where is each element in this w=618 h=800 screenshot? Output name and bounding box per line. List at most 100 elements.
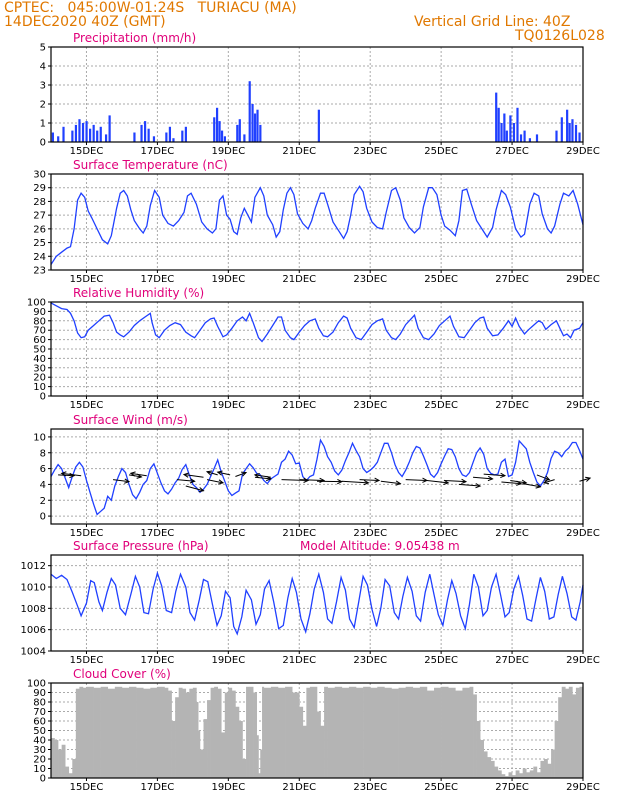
wind-arrow-head [374, 477, 381, 483]
cloud-area [72, 759, 77, 778]
precip-bar [251, 104, 254, 142]
wind-arrow-head [216, 470, 223, 476]
pressure-xtick-label: 29DEC [566, 655, 600, 666]
cloud-area [526, 772, 531, 778]
cloud-area [494, 766, 499, 778]
temp-series-line [50, 185, 584, 265]
precip-xtick-label: 21DEC [282, 146, 316, 157]
precip-bar [238, 119, 241, 142]
wind-arrow [281, 479, 309, 481]
cloud-area [341, 687, 350, 778]
cloud-area [384, 687, 392, 778]
precip-bar [215, 107, 219, 142]
precip-bar [578, 132, 581, 142]
wind-arrow [235, 472, 247, 477]
rh-xtick-label: 23DEC [353, 400, 387, 411]
temp-ytick-label: 23 [33, 266, 46, 277]
cloud-area [182, 688, 187, 778]
cloud-area [476, 721, 481, 778]
cloud-area [558, 697, 563, 778]
cloud-area [302, 725, 307, 778]
wind-arrow [217, 471, 231, 476]
precip-xtick-label: 25DEC [424, 146, 458, 157]
rh-ytick-label: 100 [27, 298, 46, 309]
cloud-area [348, 686, 357, 778]
wind-arrow [543, 479, 555, 484]
cloud-area [334, 686, 343, 778]
wind-ytick-label: 0 [40, 512, 46, 523]
wind-arrow-head [205, 470, 213, 476]
cloud-area [171, 721, 176, 778]
wind-arrow-head [544, 475, 551, 481]
cloud-area [221, 732, 226, 778]
temp-xtick-label: 27DEC [495, 274, 529, 285]
cloud-area [377, 686, 385, 778]
cloud-ytick-label: 60 [33, 717, 46, 728]
temp-xtick-label: 19DEC [211, 274, 245, 285]
precip-bar [168, 126, 172, 142]
rh-xtick-label: 19DEC [211, 400, 245, 411]
cloud-area [543, 759, 548, 778]
precip-bar [140, 124, 143, 142]
cloud-area [391, 688, 399, 778]
pressure-xtick-label: 27DEC [495, 655, 529, 666]
cloud-area [224, 692, 229, 778]
cloud-area [93, 687, 101, 778]
cloud-area [572, 694, 577, 778]
precip-bar [523, 130, 526, 142]
cloud-area [168, 690, 172, 778]
cloud-area [501, 774, 506, 778]
wind-xtick-label: 25DEC [424, 528, 458, 539]
precip-bar [509, 115, 512, 142]
date-header: 14DEC2020 40Z (GMT) [4, 14, 166, 30]
wind-arrow-head [189, 478, 196, 484]
cloud-area [203, 719, 208, 778]
cloud-area [515, 770, 520, 778]
cloud-area [285, 686, 293, 778]
cloud-area [192, 687, 197, 778]
rh-ytick-label: 80 [33, 316, 46, 327]
pressure-title: Surface Pressure (hPa) [73, 539, 209, 553]
precip-xtick-label: 17DEC [141, 146, 175, 157]
precip-bar [143, 121, 147, 142]
temp-ytick-label: 24 [33, 252, 46, 263]
cloud-area [469, 686, 474, 778]
cloud-area [175, 697, 179, 778]
wind-arrow [380, 480, 401, 485]
cloud-area [551, 749, 555, 778]
cloud-area [164, 687, 169, 778]
cloud-area [533, 766, 538, 778]
wind-arrow [405, 479, 427, 481]
precip-bar [528, 138, 531, 142]
precip-bar [108, 115, 111, 142]
rh-xtick-label: 15DEC [70, 400, 104, 411]
cloud-area [178, 687, 183, 778]
wind-series-line [50, 438, 584, 516]
cloud-ytick-label: 10 [33, 764, 46, 775]
precip-ytick-label: 1 [40, 119, 46, 130]
cloud-xtick-label: 23DEC [353, 782, 387, 793]
precip-bar [165, 132, 168, 142]
cloud-area [258, 773, 261, 778]
precip-xtick-label: 19DEC [211, 146, 245, 157]
cloud-area [398, 687, 406, 778]
cloud-area [448, 687, 456, 778]
wind-arrow [128, 474, 142, 478]
wind-arrow-head [253, 472, 260, 479]
cloud-xtick-label: 15DEC [70, 782, 104, 793]
cloud-area [487, 757, 492, 778]
cloud-area [143, 688, 151, 778]
wind-xtick-label: 27DEC [495, 528, 529, 539]
temp-frame [50, 173, 584, 271]
cloud-area [405, 686, 414, 778]
cloud-area [260, 749, 263, 778]
wind-arrow-head [585, 476, 592, 482]
precip-bar [62, 126, 65, 142]
temp-xtick-label: 15DEC [70, 274, 104, 285]
cloud-ytick-label: 50 [33, 726, 46, 737]
cloud-area [512, 775, 516, 778]
rh-ytick-label: 90 [33, 307, 46, 318]
wind-arrow-head [363, 479, 370, 486]
cloud-area [327, 687, 336, 778]
precip-xtick-label: 23DEC [353, 146, 387, 157]
